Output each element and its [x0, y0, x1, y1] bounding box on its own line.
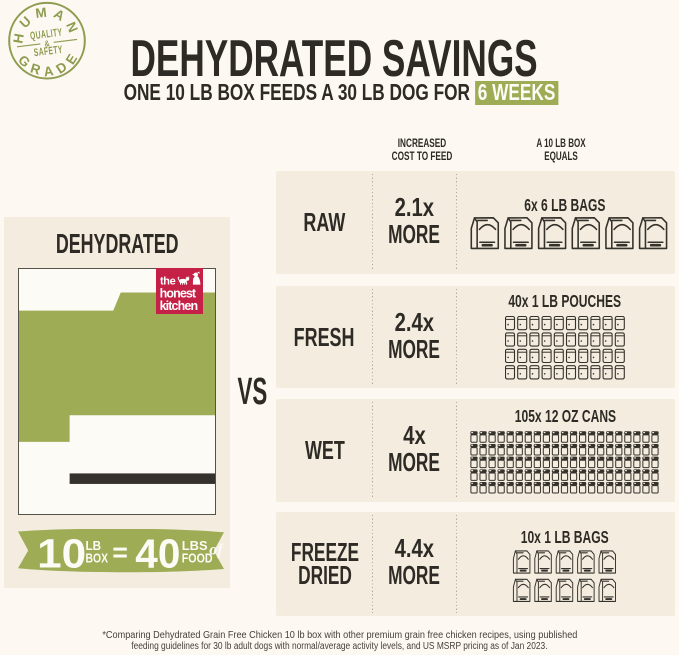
svg-text:&: & [44, 38, 50, 49]
svg-text:the: the [160, 275, 176, 287]
svg-text:FOOD: FOOD [182, 550, 213, 565]
svg-text:BOX: BOX [86, 551, 109, 565]
svg-text:SAFETY: SAFETY [33, 43, 63, 58]
svg-text:honest: honest [160, 286, 197, 300]
svg-text:40: 40 [135, 530, 180, 574]
svg-text:of: of [209, 541, 224, 558]
svg-text:LB: LB [86, 538, 102, 553]
svg-text:LBS: LBS [182, 537, 208, 552]
svg-text:kitchen: kitchen [160, 299, 199, 313]
svg-text:QUALITY: QUALITY [29, 26, 63, 42]
svg-text:10: 10 [37, 531, 86, 574]
